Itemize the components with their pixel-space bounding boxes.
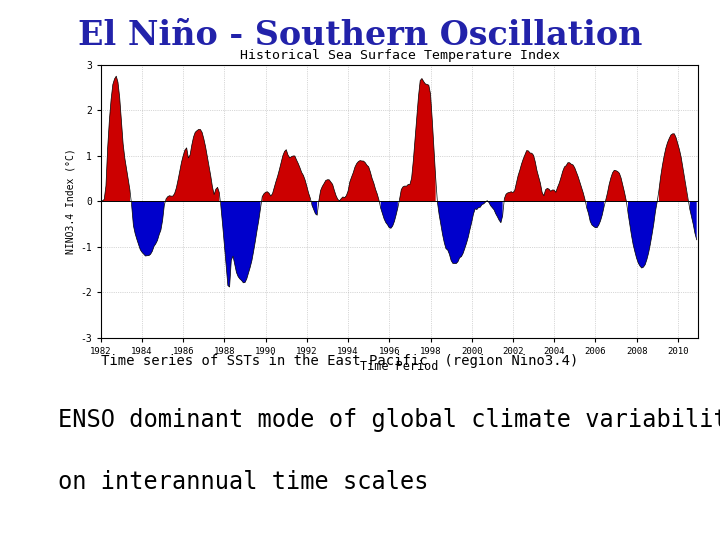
- Title: Historical Sea Surface Temperature Index: Historical Sea Surface Temperature Index: [240, 49, 559, 62]
- Text: on interannual time scales: on interannual time scales: [58, 470, 428, 494]
- Y-axis label: NINO3.4 Index (°C): NINO3.4 Index (°C): [66, 148, 76, 254]
- X-axis label: Time Period: Time Period: [361, 360, 438, 373]
- Text: ENSO dominant mode of global climate variability: ENSO dominant mode of global climate var…: [58, 408, 720, 431]
- Text: El Niño - Southern Oscillation: El Niño - Southern Oscillation: [78, 19, 642, 52]
- Text: Time series of SSTs in the East Pacific  (region Nino3.4): Time series of SSTs in the East Pacific …: [101, 354, 578, 368]
